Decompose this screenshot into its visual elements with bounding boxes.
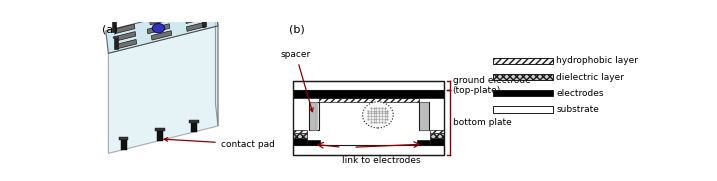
Bar [493,58,554,64]
Text: spacer: spacer [281,50,313,112]
Polygon shape [189,120,199,123]
Polygon shape [201,16,205,27]
Polygon shape [191,123,197,132]
Text: substrate: substrate [556,105,599,114]
Text: link to electrodes: link to electrodes [342,156,420,165]
Bar [293,145,444,155]
Polygon shape [199,0,204,10]
Polygon shape [106,3,218,53]
Bar [430,130,444,133]
Polygon shape [151,31,171,40]
Ellipse shape [201,14,206,17]
Polygon shape [114,38,118,49]
Text: spacer: spacer [0,180,1,181]
Polygon shape [147,24,170,34]
Text: (b): (b) [289,24,305,34]
Polygon shape [115,32,136,41]
Text: contact pad: contact pad [164,138,275,149]
Bar [493,90,554,96]
Text: dielectric layer: dielectric layer [556,73,625,82]
Bar [293,133,307,138]
Bar [293,90,444,98]
Bar [430,138,444,145]
Bar [318,98,419,102]
Polygon shape [215,3,218,126]
Text: hydrophobic layer: hydrophobic layer [556,56,639,66]
Polygon shape [186,14,206,24]
Ellipse shape [152,24,165,33]
Bar [493,74,554,80]
Bar [430,133,444,138]
Polygon shape [108,26,218,153]
Bar [308,102,318,130]
Polygon shape [157,131,163,140]
Polygon shape [115,24,135,34]
Ellipse shape [363,102,393,128]
Polygon shape [112,20,115,32]
Bar [293,81,444,90]
Polygon shape [120,140,127,150]
Polygon shape [185,7,205,16]
Bar [293,81,444,155]
Bar [417,140,430,145]
Ellipse shape [111,19,116,21]
Polygon shape [119,137,128,140]
Text: (a): (a) [103,24,118,34]
Text: ground electrode
(top-plate): ground electrode (top-plate) [452,76,531,95]
Bar [307,140,320,145]
Bar [493,106,554,113]
Text: bottom plate: bottom plate [452,118,511,127]
Bar [419,102,429,130]
Bar [293,138,307,145]
Polygon shape [150,15,170,25]
Polygon shape [186,22,206,31]
Bar [293,130,307,133]
Text: electrodes: electrodes [556,89,604,98]
Polygon shape [116,39,137,49]
Ellipse shape [113,36,118,39]
Polygon shape [156,128,164,131]
